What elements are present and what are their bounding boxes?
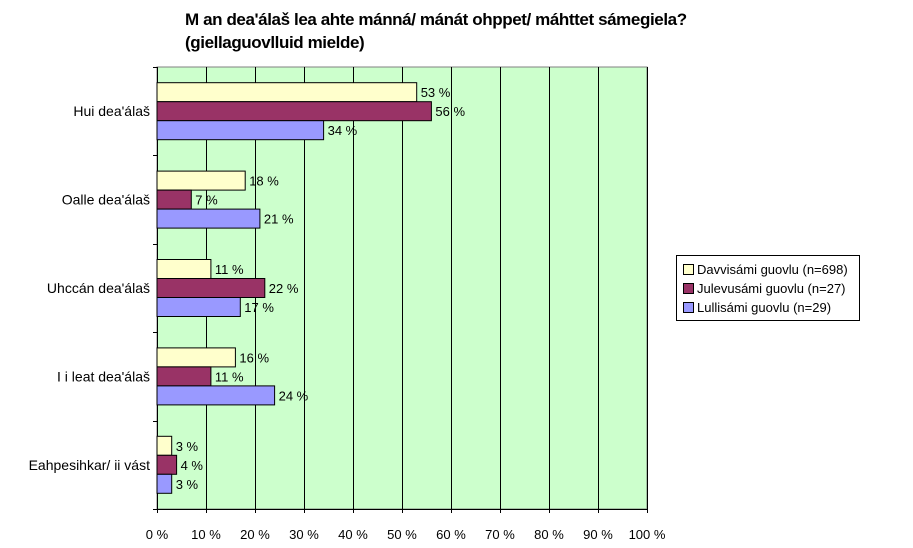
- category-label: Eahpesihkar/ ii vást: [29, 457, 151, 473]
- chart-title-line-1: M an dea'álaš lea ahte mánná/ mánát ohpp…: [185, 10, 687, 29]
- legend-item: Julevusámi guovlu (n=27): [683, 279, 859, 298]
- legend-swatch: [683, 283, 694, 294]
- bar: [156, 120, 325, 141]
- category-label: Oalle dea'álaš: [62, 192, 150, 208]
- x-tick-label: 60 %: [436, 527, 466, 542]
- x-tick-label: 10 %: [191, 527, 221, 542]
- category-label: Uhccán dea'álaš: [47, 280, 150, 296]
- chart-title: M an dea'álaš lea ahte mánná/ mánát ohpp…: [185, 8, 885, 54]
- data-label: 18 %: [249, 174, 279, 189]
- category-label: I i leat dea'álaš: [57, 368, 150, 384]
- bar: [156, 189, 192, 210]
- bar: [156, 435, 173, 456]
- chart-title-line-2: (giellaguovlluid mielde): [185, 33, 365, 52]
- bar: [156, 82, 418, 103]
- chart-legend: Davvisámi guovlu (n=698) Julevusámi guovl…: [676, 255, 860, 321]
- legend-swatch: [683, 264, 694, 275]
- data-label: 11 %: [215, 262, 244, 277]
- data-label: 3 %: [176, 477, 199, 492]
- data-label: 11 %: [215, 369, 244, 384]
- legend-item: Davvisámi guovlu (n=698): [683, 260, 859, 279]
- data-label: 24 %: [279, 388, 309, 403]
- data-label: 4 %: [181, 458, 204, 473]
- data-label: 56 %: [435, 104, 465, 119]
- legend-swatch: [683, 302, 694, 313]
- x-tick-label: 30 %: [289, 527, 319, 542]
- data-label: 21 %: [264, 212, 294, 227]
- x-tick-label: 40 %: [338, 527, 368, 542]
- legend-item: Lullisámi guovlu (n=29): [683, 298, 859, 317]
- x-tick-label: 70 %: [485, 527, 515, 542]
- data-label: 34 %: [328, 123, 358, 138]
- data-label: 17 %: [244, 300, 274, 315]
- x-tick-label: 50 %: [387, 527, 417, 542]
- bar: [156, 454, 178, 475]
- data-label: 22 %: [269, 281, 299, 296]
- bar: [156, 385, 276, 406]
- legend-label: Davvisámi guovlu (n=698): [697, 262, 848, 277]
- data-label: 3 %: [176, 439, 199, 454]
- bar: [156, 297, 241, 317]
- legend-label: Lullisámi guovlu (n=29): [697, 300, 832, 315]
- bar: [156, 473, 173, 494]
- legend-label: Julevusámi guovlu (n=27): [697, 281, 846, 296]
- bar: [156, 366, 212, 387]
- bar: [156, 208, 261, 229]
- bar: [156, 347, 236, 368]
- bar: [156, 259, 212, 279]
- category-label: Hui dea'álaš: [73, 103, 150, 119]
- x-tick-label: 0 %: [146, 527, 169, 542]
- x-tick-label: 100 %: [629, 527, 666, 542]
- data-label: 7 %: [195, 193, 218, 208]
- bar: [156, 170, 246, 191]
- data-label: 53 %: [421, 85, 451, 100]
- bar: [156, 101, 432, 122]
- x-tick-label: 90 %: [583, 527, 613, 542]
- x-tick-label: 80 %: [534, 527, 564, 542]
- x-tick-label: 20 %: [240, 527, 270, 542]
- bar: [156, 278, 266, 298]
- data-label: 16 %: [239, 350, 269, 365]
